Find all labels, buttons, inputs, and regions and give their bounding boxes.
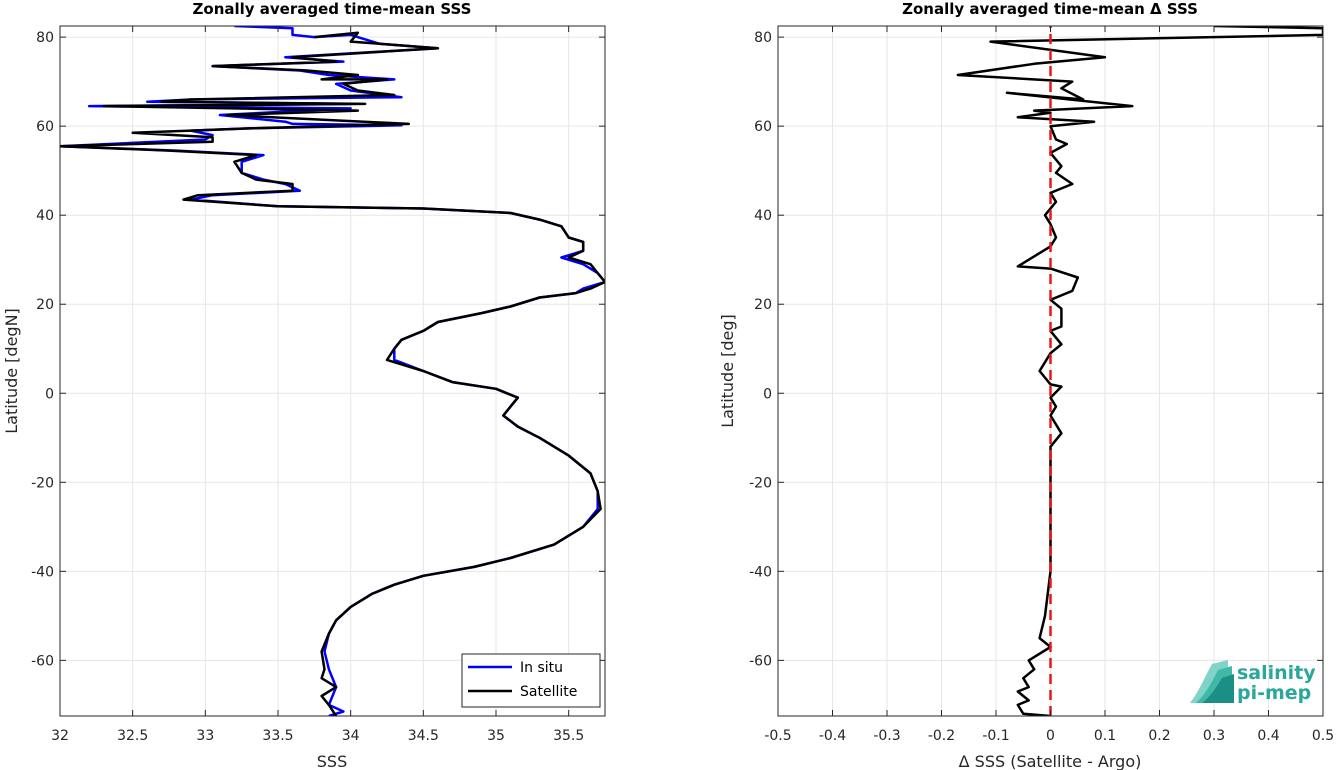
salinity-pimep-logo: salinity pi-mep [1190, 660, 1316, 704]
left-y-tick-label: 60 [36, 119, 54, 135]
left-x-tick-label: 32 [51, 728, 69, 744]
left-x-tick-label: 33 [196, 728, 214, 744]
left-x-tick-label: 34 [342, 728, 360, 744]
left-y-tick-label: 0 [45, 386, 54, 402]
left-x-tick-label: 35.5 [553, 728, 584, 744]
left-series-line-0 [60, 26, 605, 716]
logo-text-pimep: pi-mep [1237, 682, 1311, 704]
right-x-tick-label: -0.3 [873, 728, 900, 744]
left-x-tick-label: 32.5 [117, 728, 148, 744]
left-x-axis-label: SSS [317, 752, 347, 770]
left-y-tick-label: 20 [36, 297, 54, 313]
right-x-tick-label: 0.4 [1257, 728, 1279, 744]
left-y-tick-label: -60 [31, 653, 54, 669]
sss-panel: Zonally averaged time-mean SSS 32 32.5 33 3… [2, 0, 606, 770]
right-x-tick-label: 0.5 [1312, 728, 1334, 744]
right-y-tick-label: 80 [754, 30, 772, 46]
left-y-axis-label: Latitude [degN] [2, 308, 21, 434]
right-y-tick-label: 60 [754, 119, 772, 135]
right-y-tick-label: -40 [749, 564, 772, 580]
logo-text-salinity: salinity [1237, 662, 1316, 684]
right-x-tick-label: -0.1 [982, 728, 1009, 744]
right-ticks: -0.5 -0.4 -0.3 -0.2 -0.1 0 0.1 0.2 0.3 0.4 0.5 -60 -… [749, 26, 1334, 744]
right-y-tick-label: 20 [754, 297, 772, 313]
left-y-tick-label: 80 [36, 30, 54, 46]
right-x-tick-label: -0.2 [928, 728, 955, 744]
left-x-tick-label: 33.5 [262, 728, 293, 744]
right-y-tick-label: 0 [763, 386, 772, 402]
right-x-tick-label: 0.3 [1203, 728, 1225, 744]
right-x-tick-label: -0.4 [819, 728, 846, 744]
right-y-tick-label: 40 [754, 208, 772, 224]
left-y-tick-label: 40 [36, 208, 54, 224]
left-y-tick-label: -40 [31, 564, 54, 580]
legend-box [461, 653, 601, 708]
left-y-tick-label: -20 [31, 475, 54, 491]
right-x-tick-label: 0.2 [1148, 728, 1170, 744]
left-chart-title: Zonally averaged time-mean SSS [193, 0, 472, 18]
wave-logo-icon [1190, 660, 1234, 703]
right-x-tick-label: -0.5 [764, 728, 791, 744]
right-y-tick-label: -60 [749, 653, 772, 669]
right-y-tick-label: -20 [749, 475, 772, 491]
right-chart-title: Zonally averaged time-mean Δ SSS [902, 0, 1198, 18]
left-series-line-1 [60, 31, 605, 716]
left-x-tick-label: 34.5 [408, 728, 439, 744]
left-x-tick-label: 35 [487, 728, 505, 744]
right-x-tick-label: 0.1 [1094, 728, 1116, 744]
legend-label-in-situ: In situ [520, 660, 563, 676]
delta-sss-panel: Zonally averaged time-mean Δ SSS -0.5 -0.… [718, 0, 1334, 770]
right-series-group [956, 26, 1323, 716]
legend: In situ Satellite [461, 653, 601, 708]
right-series-line-0 [956, 26, 1323, 716]
left-ticks: 32 32.5 33 33.5 34 34.5 35 35.5 -60 -40 -20 0 20 40 60… [31, 26, 605, 744]
legend-label-satellite: Satellite [520, 684, 577, 700]
right-x-axis-label: Δ SSS (Satellite - Argo) [959, 752, 1142, 770]
right-y-axis-label: Latitude [deg] [718, 314, 737, 428]
left-axes-frame [59, 25, 606, 717]
right-x-tick-label: 0 [1046, 728, 1055, 744]
left-grid [59, 26, 605, 716]
left-series-group [60, 26, 605, 716]
